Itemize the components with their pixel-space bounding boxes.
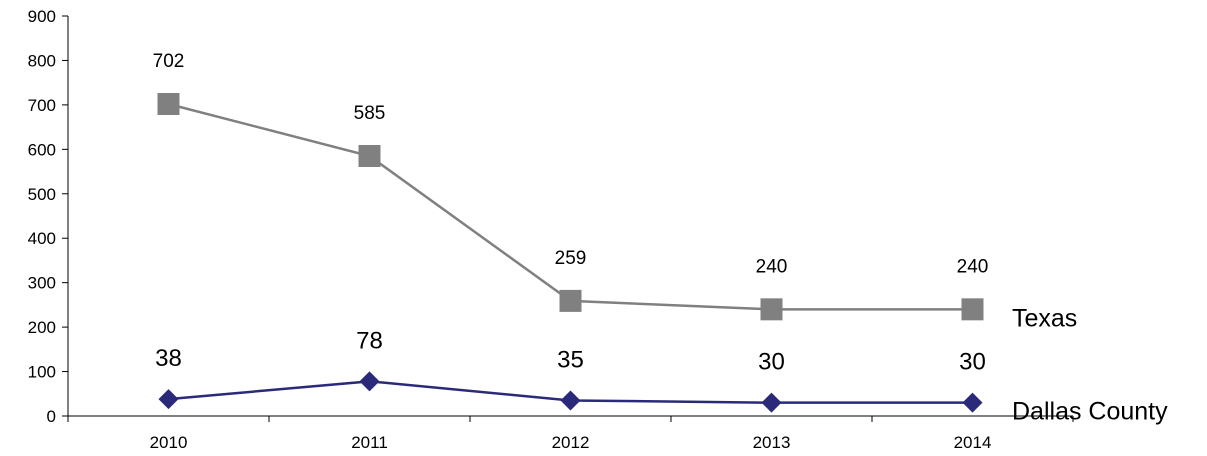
y-tick-label: 200 xyxy=(28,318,56,337)
y-ticks: 0 100 200 300 400 500 600 700 800 900 xyxy=(28,7,68,426)
data-label: 702 xyxy=(153,51,185,72)
y-tick-label: 900 xyxy=(28,7,56,26)
data-point xyxy=(560,390,581,411)
series-line xyxy=(168,102,973,311)
x-tick-label: 2013 xyxy=(753,433,791,452)
data-label: 259 xyxy=(555,248,587,269)
data-label: 585 xyxy=(354,103,386,124)
data-point xyxy=(559,289,582,312)
data-label: 240 xyxy=(957,256,989,277)
data-label: 240 xyxy=(756,256,788,277)
data-point xyxy=(158,389,179,410)
series-name-label: Dallas County xyxy=(1012,398,1168,426)
data-point xyxy=(962,392,983,413)
data-label: 38 xyxy=(155,345,182,372)
series-name-label: Texas xyxy=(1012,304,1077,332)
series-texas: 702 585 259 240 240 Texas xyxy=(153,51,1078,332)
data-label: 78 xyxy=(356,327,383,354)
y-tick-label: 0 xyxy=(47,407,56,426)
x-tick-label: 2012 xyxy=(552,433,590,452)
data-label: 30 xyxy=(758,349,785,376)
x-ticks: 2010 2011 2012 2013 2014 xyxy=(67,416,1074,452)
y-tick-label: 500 xyxy=(28,185,56,204)
x-tick-label: 2014 xyxy=(954,433,992,452)
data-label: 35 xyxy=(557,346,584,373)
x-tick-label: 2011 xyxy=(351,433,388,452)
data-point xyxy=(157,93,180,115)
x-tick-label: 2010 xyxy=(150,433,188,452)
data-point xyxy=(961,298,984,321)
y-tick-label: 800 xyxy=(28,51,56,70)
y-tick-label: 400 xyxy=(28,229,56,248)
data-point xyxy=(760,298,783,321)
data-point xyxy=(761,392,782,413)
y-tick-label: 700 xyxy=(28,96,56,115)
series-layer: 702 585 259 240 240 Texas 38 78 35 30 30 Dallas Cou… xyxy=(153,51,1168,426)
data-point xyxy=(358,145,381,167)
data-point xyxy=(359,371,380,392)
series-dallas-county: 38 78 35 30 30 Dallas County xyxy=(155,327,1168,425)
axes xyxy=(67,16,1073,417)
y-tick-label: 300 xyxy=(28,274,56,293)
y-tick-label: 100 xyxy=(28,363,56,382)
y-tick-label: 600 xyxy=(28,140,56,159)
data-label: 30 xyxy=(959,349,986,376)
